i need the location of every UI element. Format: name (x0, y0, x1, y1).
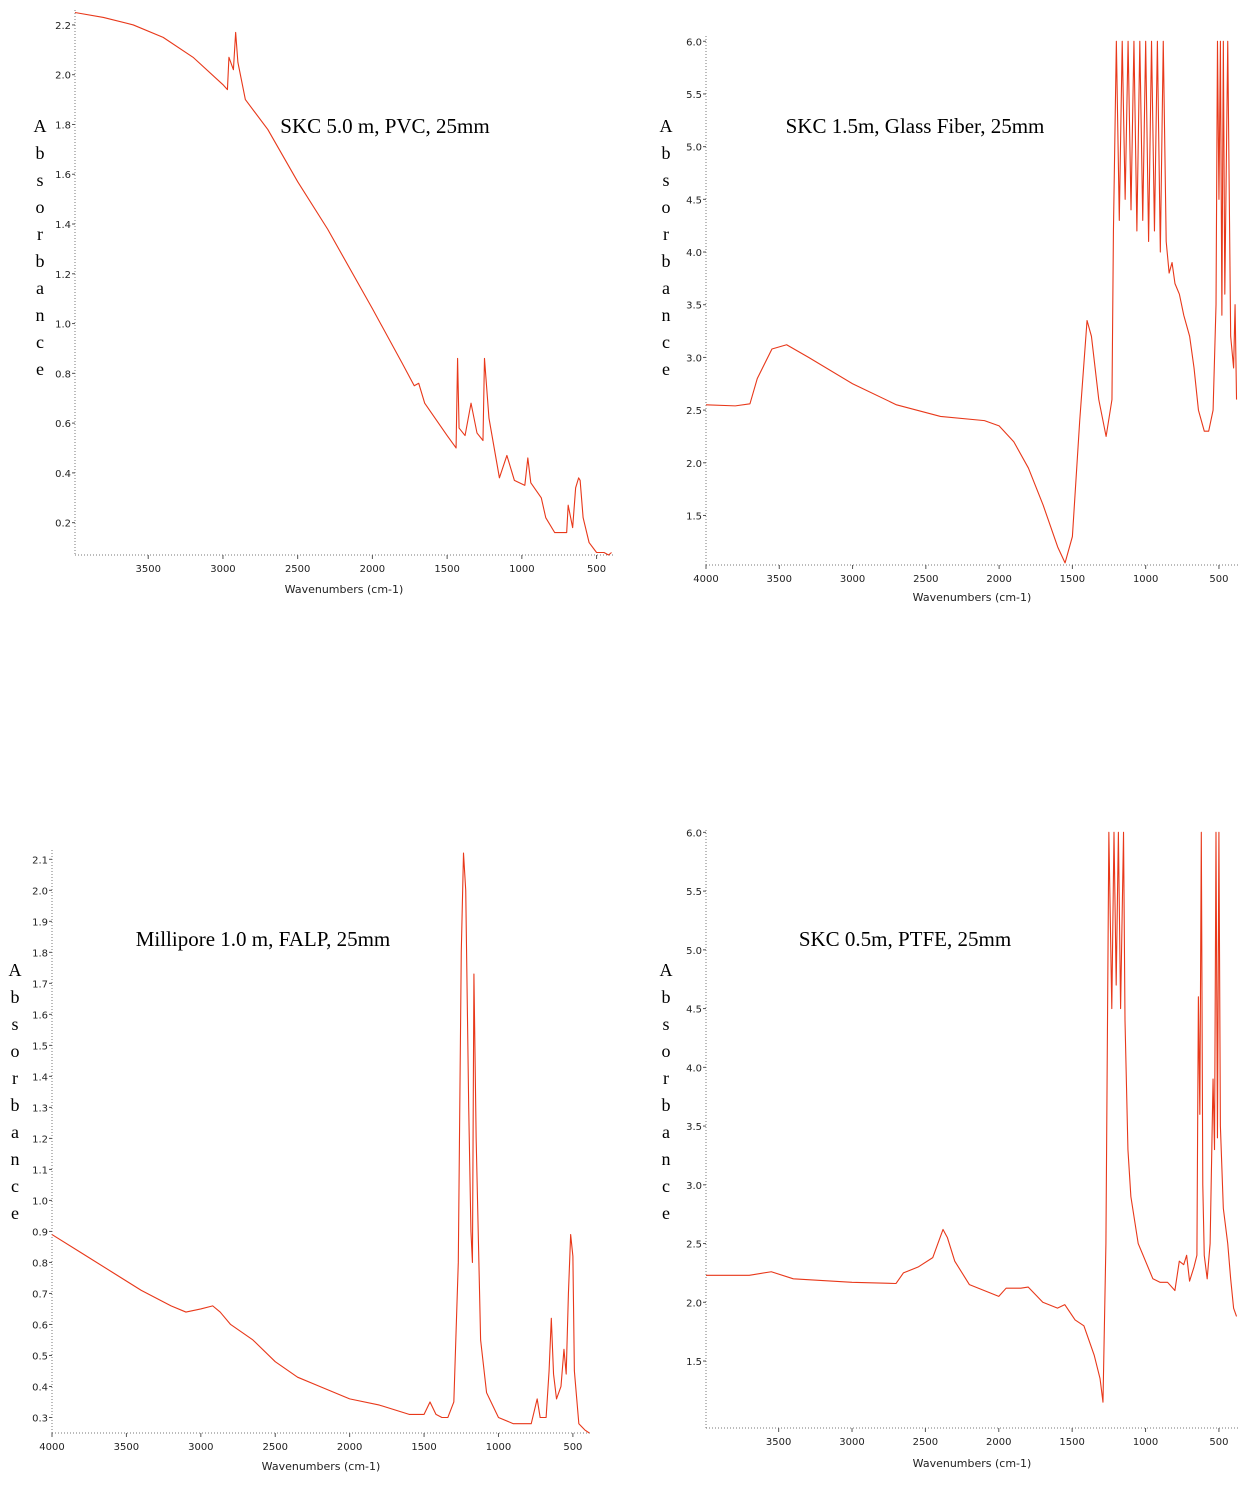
y-tick-label: 0.5 (32, 1351, 48, 1362)
x-axis-label: Wavenumbers (cm-1) (913, 591, 1032, 604)
x-axis-label: Wavenumbers (cm-1) (262, 1460, 381, 1473)
x-tick-label: 3500 (766, 1437, 791, 1448)
x-tick-label: 2500 (913, 1437, 938, 1448)
y-tick-label: 3.5 (686, 301, 702, 312)
y-tick-label: 2.0 (32, 886, 48, 897)
y-tick-label: 2.0 (686, 459, 702, 470)
x-tick-label: 1500 (434, 564, 459, 575)
y-tick-label: 1.1 (32, 1165, 48, 1176)
y-tick-label: 0.9 (32, 1227, 48, 1238)
y-tick-label: 0.6 (32, 1320, 48, 1331)
y-tick-label: 1.5 (686, 511, 702, 522)
y-tick-label: 1.8 (55, 120, 71, 131)
x-tick-label: 1000 (509, 564, 534, 575)
x-tick-label: 3500 (114, 1442, 139, 1453)
y-axis-label: Absorbance (656, 116, 676, 386)
y-axis-label: Absorbance (656, 960, 676, 1230)
y-tick-label: 1.7 (32, 979, 48, 990)
chart-title: SKC 5.0 m, PVC, 25mm (280, 114, 489, 138)
chart-title: Millipore 1.0 m, FALP, 25mm (136, 927, 391, 951)
y-tick-label: 2.0 (55, 71, 71, 82)
x-tick-label: 2000 (986, 1437, 1011, 1448)
x-tick-label: 2000 (986, 574, 1011, 585)
spectrum-line (74, 11, 612, 556)
chart-title: SKC 0.5m, PTFE, 25mm (799, 927, 1011, 951)
y-tick-label: 5.0 (686, 946, 702, 957)
x-tick-label: 1000 (1133, 574, 1158, 585)
y-tick-label: 1.4 (55, 220, 71, 231)
spectrum-line (706, 831, 1238, 1403)
y-tick-label: 1.8 (32, 948, 48, 959)
x-tick-label: 3500 (767, 574, 792, 585)
y-tick-label: 4.5 (686, 195, 702, 206)
x-tick-label: 3000 (840, 574, 865, 585)
x-tick-label: 500 (563, 1442, 582, 1453)
y-tick-label: 1.4 (32, 1072, 48, 1083)
x-tick-label: 500 (1209, 574, 1228, 585)
y-tick-label: 0.4 (55, 469, 71, 480)
y-tick-label: 3.0 (686, 1181, 702, 1192)
y-tick-label: 0.2 (55, 519, 71, 530)
y-tick-label: 0.8 (55, 369, 71, 380)
x-tick-label: 1000 (1133, 1437, 1158, 1448)
y-tick-label: 6.0 (686, 828, 702, 839)
x-tick-label: 500 (1209, 1437, 1228, 1448)
y-axis-label: Absorbance (5, 960, 25, 1230)
y-tick-label: 2.5 (686, 406, 702, 417)
y-tick-label: 4.5 (686, 1005, 702, 1016)
y-tick-label: 2.2 (55, 21, 71, 32)
y-tick-label: 1.2 (32, 1134, 48, 1145)
y-tick-label: 1.6 (55, 170, 71, 181)
x-tick-label: 2000 (360, 564, 385, 575)
y-tick-label: 1.0 (32, 1196, 48, 1207)
x-axis-label: Wavenumbers (cm-1) (913, 1457, 1032, 1470)
y-tick-label: 0.3 (32, 1413, 48, 1424)
x-tick-label: 3000 (188, 1442, 213, 1453)
y-tick-label: 1.0 (55, 320, 71, 331)
y-tick-label: 2.0 (686, 1298, 702, 1309)
y-tick-label: 1.5 (32, 1041, 48, 1052)
x-tick-label: 2500 (913, 574, 938, 585)
y-tick-label: 0.6 (55, 419, 71, 430)
x-tick-label: 1500 (411, 1442, 436, 1453)
y-tick-label: 4.0 (686, 1063, 702, 1074)
x-tick-label: 3000 (839, 1437, 864, 1448)
y-tick-label: 1.5 (686, 1357, 702, 1368)
y-tick-label: 6.0 (686, 37, 702, 48)
y-tick-label: 5.0 (686, 143, 702, 154)
x-tick-label: 3000 (210, 564, 235, 575)
x-tick-label: 4000 (693, 574, 718, 585)
y-tick-label: 1.9 (32, 917, 48, 928)
x-tick-label: 2500 (285, 564, 310, 575)
x-tick-label: 3500 (136, 564, 161, 575)
y-tick-label: 0.7 (32, 1289, 48, 1300)
x-tick-label: 1000 (486, 1442, 511, 1453)
spectrum-line (51, 852, 590, 1434)
y-tick-label: 2.5 (686, 1240, 702, 1251)
y-axis-label: Absorbance (30, 116, 50, 386)
y-tick-label: 1.2 (55, 270, 71, 281)
y-tick-label: 3.5 (686, 1122, 702, 1133)
y-tick-label: 2.1 (32, 855, 48, 866)
x-tick-label: 1500 (1059, 1437, 1084, 1448)
x-tick-label: 4000 (39, 1442, 64, 1453)
x-tick-label: 500 (587, 564, 606, 575)
chart-title: SKC 1.5m, Glass Fiber, 25mm (786, 114, 1045, 138)
y-tick-label: 0.4 (32, 1382, 48, 1393)
spectrum-line (705, 40, 1238, 564)
y-tick-label: 0.8 (32, 1258, 48, 1269)
y-tick-label: 4.0 (686, 248, 702, 259)
x-tick-label: 1500 (1060, 574, 1085, 585)
y-tick-label: 3.0 (686, 353, 702, 364)
x-axis-label: Wavenumbers (cm-1) (285, 583, 404, 596)
y-tick-label: 1.6 (32, 1010, 48, 1021)
y-tick-label: 5.5 (686, 90, 702, 101)
x-tick-label: 2000 (337, 1442, 362, 1453)
y-tick-label: 1.3 (32, 1103, 48, 1114)
x-tick-label: 2500 (263, 1442, 288, 1453)
y-tick-label: 5.5 (686, 887, 702, 898)
